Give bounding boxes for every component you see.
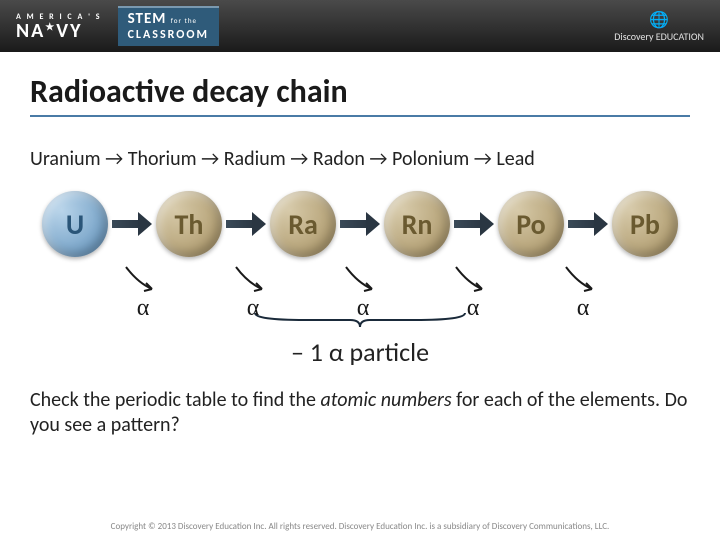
alpha-drop: α: [338, 265, 388, 322]
chain-text: Uranium → Thorium → Radium → Radon → Pol…: [30, 147, 690, 171]
element-rn: Rn: [384, 191, 450, 257]
alpha-arrow-icon: [448, 265, 498, 295]
navy-logo: A M E R I C A ' S NA★VY: [16, 12, 102, 40]
alpha-symbol: α: [137, 295, 150, 322]
particle-label: – 1 α particle: [30, 336, 690, 368]
alpha-arrow-icon: [558, 265, 608, 295]
alpha-drop: α: [558, 265, 608, 322]
globe-icon: 🌐: [614, 10, 704, 30]
element-ra: Ra: [270, 191, 336, 257]
alpha-drop: α: [228, 265, 278, 322]
footer-copyright: Copyright © 2013 Discovery Education Inc…: [0, 521, 720, 532]
element-pb: Pb: [612, 191, 678, 257]
alpha-arrow-icon: [338, 265, 388, 295]
alpha-symbol: α: [357, 295, 370, 322]
alpha-symbol: α: [577, 295, 590, 322]
alpha-symbol: α: [247, 295, 260, 322]
alpha-arrow-icon: [118, 265, 168, 295]
page-title: Radioactive decay chain: [30, 72, 690, 117]
element-u: U: [42, 191, 108, 257]
alpha-symbol: α: [467, 295, 480, 322]
alpha-drop: α: [118, 265, 168, 322]
alpha-row: ααααα: [30, 265, 690, 315]
alpha-drop: α: [448, 265, 498, 322]
discovery-label: Discovery EDUCATION: [614, 30, 704, 43]
content: Radioactive decay chain Uranium → Thoriu…: [0, 52, 720, 438]
navy-main-text: NA★VY: [16, 22, 102, 40]
header-bar: A M E R I C A ' S NA★VY STEM for the CLA…: [0, 0, 720, 52]
body-text: Check the periodic table to find the ato…: [30, 388, 690, 438]
star-icon: ★: [45, 20, 56, 33]
stem-line1: STEM for the: [128, 10, 209, 28]
stem-badge: STEM for the CLASSROOM: [118, 6, 219, 46]
stem-line2: CLASSROOM: [128, 28, 209, 42]
chain-diagram: U Th Ra Rn Po Pb: [30, 191, 690, 257]
discovery-logo: 🌐 Discovery EDUCATION: [614, 10, 704, 43]
alpha-arrow-icon: [228, 265, 278, 295]
element-th: Th: [156, 191, 222, 257]
element-po: Po: [498, 191, 564, 257]
